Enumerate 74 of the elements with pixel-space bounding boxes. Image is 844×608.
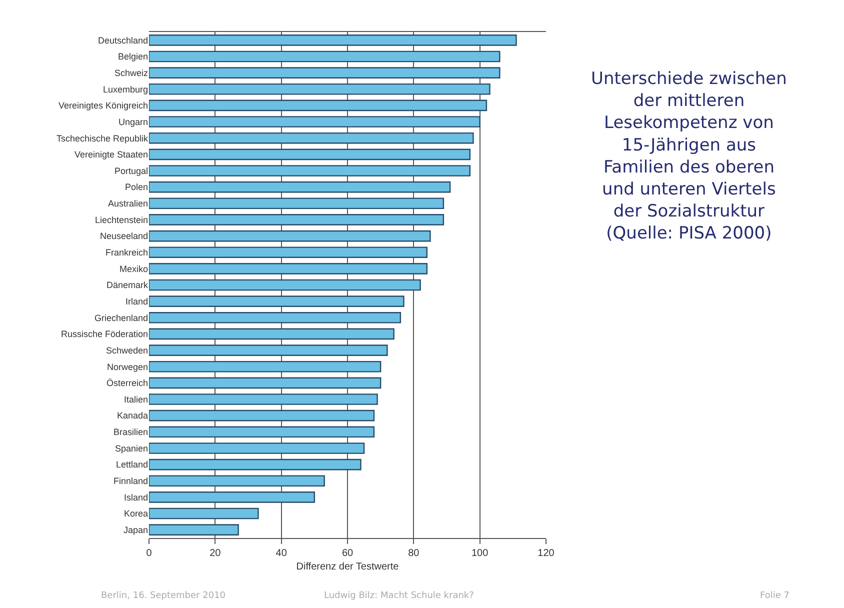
y-tick-label: Vereinigtes Königreich [58, 100, 148, 111]
bar [149, 148, 471, 160]
bar [149, 132, 474, 144]
bar [149, 181, 451, 193]
bar [149, 410, 375, 422]
y-tick-label: Italien [124, 394, 148, 404]
bar [149, 83, 490, 95]
y-tick-label: Schweden [106, 345, 148, 356]
y-tick-label: Mexiko [119, 264, 148, 274]
bar [149, 492, 316, 503]
y-tick-label: Portugal [114, 166, 148, 176]
y-tick-label: Brasilien [113, 427, 148, 438]
text: Berlin, 16. September 2010 [101, 591, 226, 601]
y-tick-label: Kanada [116, 410, 148, 421]
y-tick-label: Japan [123, 524, 148, 535]
bar [149, 230, 431, 242]
y-tick-label: Frankreich [105, 248, 148, 258]
y-tick-label: Vereinigte Staaten [74, 150, 148, 160]
y-tick-label: Deutschland [98, 35, 148, 46]
y-tick-label: Irland [125, 296, 148, 306]
y-tick-label: Polen [124, 182, 148, 192]
y-tick-label: Liechtenstein [94, 214, 148, 225]
bar [149, 344, 388, 356]
y-tick-label: Australien [108, 198, 148, 209]
x-axis-title: Differenz der Testwerte [296, 562, 400, 572]
x-tick-label: 40 [276, 548, 288, 559]
y-tick-label: Belgien [118, 52, 148, 62]
y-tick-label: Spanien [114, 443, 148, 454]
y-tick-label: Norwegen [106, 362, 148, 372]
y-tick-label: Neuseeland [100, 231, 148, 242]
bar [149, 263, 428, 274]
bar [149, 458, 362, 470]
y-tick-label: Luxemburg [102, 84, 148, 94]
bar [149, 524, 239, 536]
text: Ludwig Bilz: Macht Schule krank? [324, 591, 474, 601]
bar [149, 198, 444, 210]
y-tick-label: Schweiz [114, 68, 148, 78]
x-tick-label: 80 [408, 548, 420, 559]
bar [149, 67, 500, 78]
y-tick-label: Dänemark [106, 280, 148, 290]
bar [149, 34, 517, 46]
bar [149, 279, 421, 291]
y-tick-label: Island [124, 492, 148, 502]
x-tick-label: 60 [342, 548, 354, 559]
y-tick-label: Korea [124, 508, 148, 519]
bar [149, 508, 259, 520]
text: Unterschiede zwischen der mittleren Lesekompetenz von 15-Jährigen aus Familien des oberen und unteren Viertels der Sozialstruktur (Quelle: PISA 2000) [591, 69, 787, 244]
bar [149, 165, 471, 176]
y-tick-label: Lettland [116, 460, 148, 470]
bar [149, 100, 488, 112]
y-tick-label: Russische Föderation [60, 329, 148, 340]
bar [149, 426, 375, 438]
bar [149, 394, 378, 405]
y-tick-label: Ungarn [118, 116, 148, 127]
x-tick-label: 0 [146, 548, 152, 559]
x-tick-label: 100 [471, 548, 489, 559]
bar [149, 296, 404, 307]
bar [149, 214, 444, 226]
bar [149, 475, 325, 487]
y-tick-label: Griechenland [94, 312, 148, 323]
text: Folie 7 [760, 591, 790, 601]
x-tick-label: 120 [538, 548, 555, 559]
y-tick-label: Finnland [113, 476, 148, 486]
bar [149, 312, 402, 324]
bar [149, 328, 394, 340]
bar [149, 360, 382, 372]
x-tick-label: 20 [210, 548, 222, 559]
y-tick-label: Österreich [106, 378, 148, 388]
bar [149, 377, 382, 389]
y-tick-label: Tschechische Republik [56, 133, 148, 144]
bar [149, 50, 500, 62]
bar [149, 116, 480, 128]
bar [149, 246, 428, 258]
bar [149, 442, 365, 454]
